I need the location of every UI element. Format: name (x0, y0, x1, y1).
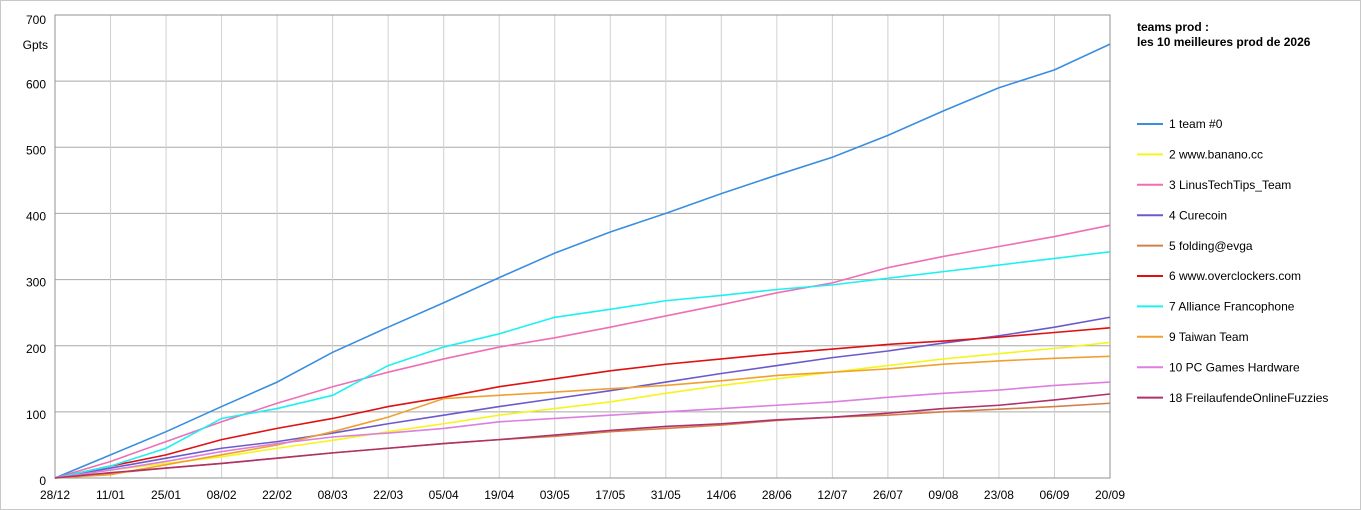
y-axis-label: Gpts (23, 38, 48, 52)
series-line (54, 393, 1111, 479)
legend-label: 7 Alliance Francophone (1169, 300, 1295, 314)
x-tick-label: 22/02 (262, 488, 292, 502)
y-tick-label: 300 (26, 276, 46, 290)
x-tick-label: 09/08 (928, 488, 958, 502)
y-tick-label: 700 (26, 13, 46, 27)
series-line (54, 341, 1111, 479)
legend-label: 2 www.banano.cc (1169, 148, 1263, 162)
legend-label: 6 www.overclockers.com (1169, 269, 1301, 283)
x-tick-label: 28/06 (762, 488, 792, 502)
series-line (54, 327, 1111, 479)
x-tick-label: 05/04 (429, 488, 459, 502)
legend-label: 5 folding@evga (1169, 239, 1253, 253)
legend-label: 3 LinusTechTips_Team (1169, 178, 1291, 192)
y-tick-label: 500 (26, 143, 46, 157)
legend-subtitle: les 10 meilleures prod de 2026 (1137, 35, 1311, 49)
series-line (54, 316, 1111, 479)
x-tick-label: 23/08 (984, 488, 1014, 502)
y-tick-label: 200 (26, 342, 46, 356)
x-tick-label: 22/03 (373, 488, 403, 502)
x-tick-label: 03/05 (540, 488, 570, 502)
x-tick-label: 19/04 (484, 488, 514, 502)
x-tick-label: 28/12 (40, 488, 70, 502)
x-tick-label: 31/05 (651, 488, 681, 502)
legend-label: 1 team #0 (1169, 117, 1223, 131)
plot-area (55, 15, 1110, 478)
legend-label: 9 Taiwan Team (1169, 330, 1249, 344)
legend-label: 4 Curecoin (1169, 208, 1227, 222)
legend-label: 18 FreilaufendeOnlineFuzzies (1169, 391, 1328, 405)
x-tick-label: 25/01 (151, 488, 181, 502)
x-tick-label: 17/05 (595, 488, 625, 502)
y-tick-label: 0 (39, 474, 46, 488)
x-tick-label: 20/09 (1095, 488, 1125, 502)
x-tick-label: 14/06 (706, 488, 736, 502)
legend-label: 10 PC Games Hardware (1169, 360, 1300, 374)
series-line (54, 355, 1111, 479)
x-tick-label: 26/07 (873, 488, 903, 502)
series-line (54, 224, 1111, 479)
x-tick-label: 11/01 (96, 488, 125, 502)
plot-border (54, 14, 1111, 479)
series-line (54, 43, 1111, 479)
x-tick-label: 12/07 (817, 488, 847, 502)
y-tick-label: 100 (26, 408, 46, 422)
x-tick-label: 08/02 (207, 488, 237, 502)
x-tick-label: 06/09 (1039, 488, 1069, 502)
y-tick-label: 400 (26, 210, 46, 224)
series-line (54, 381, 1111, 479)
legend-title: teams prod : (1137, 20, 1209, 34)
y-tick-label: 600 (26, 77, 46, 91)
series-line (54, 250, 1111, 479)
x-tick-label: 08/03 (318, 488, 348, 502)
